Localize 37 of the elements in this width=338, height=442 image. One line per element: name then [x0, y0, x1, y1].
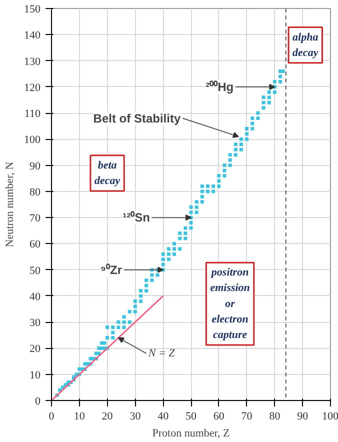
y-tick-label: 80 — [30, 186, 41, 198]
annotation: ²⁰⁰Hg — [206, 80, 234, 94]
x-tick-label: 90 — [297, 410, 309, 422]
y-tick-label: 120 — [24, 82, 41, 94]
y-tick-label: 40 — [30, 290, 41, 303]
annotation: N = Z — [147, 347, 176, 360]
annotation: Belt of Stability — [93, 111, 181, 126]
y-tick-label: 110 — [24, 108, 41, 120]
x-tick-label: 70 — [241, 410, 253, 422]
x-tick-label: 40 — [158, 410, 170, 422]
y-tick-label: 130 — [24, 56, 41, 68]
annotation: alpha decay — [292, 31, 319, 59]
y-tick-label: 70 — [30, 212, 41, 225]
y-tick-label: 0 — [35, 396, 41, 408]
annotation: ⁹⁰Zr — [100, 262, 122, 277]
x-tick-label: 20 — [102, 410, 114, 422]
y-tick-label: 30 — [30, 317, 41, 330]
y-tick-label: 150 — [24, 4, 41, 16]
x-tick-label: 80 — [269, 410, 281, 422]
annotation: positron emission or electron capture — [210, 266, 250, 342]
x-tick-label: 60 — [213, 410, 225, 422]
y-tick-label: 100 — [24, 134, 41, 146]
y-tick-label: 140 — [24, 30, 41, 42]
x-tick-label: 0 — [48, 410, 55, 422]
y-tick-label: 60 — [30, 238, 41, 251]
x-tick-label: 50 — [186, 410, 197, 422]
y-tick-label: 20 — [30, 343, 41, 356]
x-axis-title: Proton number, Z — [152, 428, 230, 440]
y-tick-label: 50 — [30, 264, 41, 277]
annotation: ¹²⁰Sn — [122, 210, 150, 225]
y-tick-label: 10 — [30, 369, 41, 382]
y-tick-label: 90 — [30, 160, 41, 172]
y-axis-title: Neutron number, N — [4, 162, 16, 248]
x-tick-label: 30 — [130, 410, 142, 422]
annotation: beta decay — [94, 159, 120, 187]
x-tick-label: 100 — [322, 410, 338, 422]
x-tick-label: 10 — [74, 410, 86, 422]
